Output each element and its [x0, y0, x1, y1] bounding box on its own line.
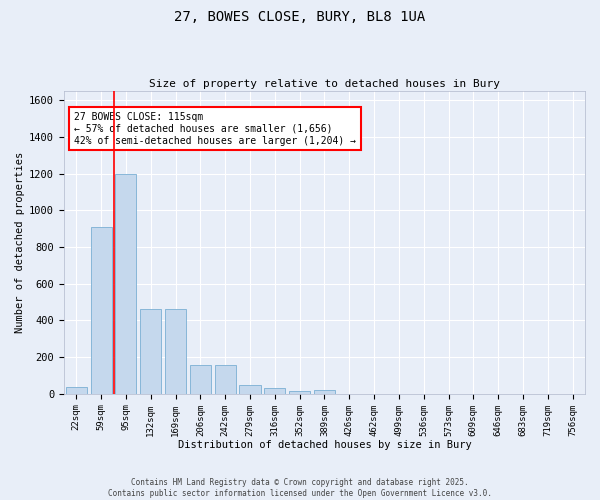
Bar: [289, 391, 310, 394]
Bar: [190, 366, 211, 394]
Title: Size of property relative to detached houses in Bury: Size of property relative to detached ho…: [149, 79, 500, 89]
Bar: [264, 388, 286, 394]
Text: 27 BOWES CLOSE: 115sqm
← 57% of detached houses are smaller (1,656)
42% of semi-: 27 BOWES CLOSE: 115sqm ← 57% of detached…: [74, 112, 356, 146]
Bar: [115, 174, 136, 394]
X-axis label: Distribution of detached houses by size in Bury: Distribution of detached houses by size …: [178, 440, 472, 450]
Text: Contains HM Land Registry data © Crown copyright and database right 2025.
Contai: Contains HM Land Registry data © Crown c…: [108, 478, 492, 498]
Bar: [314, 390, 335, 394]
Bar: [239, 384, 260, 394]
Bar: [91, 227, 112, 394]
Text: 27, BOWES CLOSE, BURY, BL8 1UA: 27, BOWES CLOSE, BURY, BL8 1UA: [175, 10, 425, 24]
Y-axis label: Number of detached properties: Number of detached properties: [15, 152, 25, 333]
Bar: [215, 366, 236, 394]
Bar: [140, 310, 161, 394]
Bar: [66, 386, 87, 394]
Bar: [165, 310, 186, 394]
